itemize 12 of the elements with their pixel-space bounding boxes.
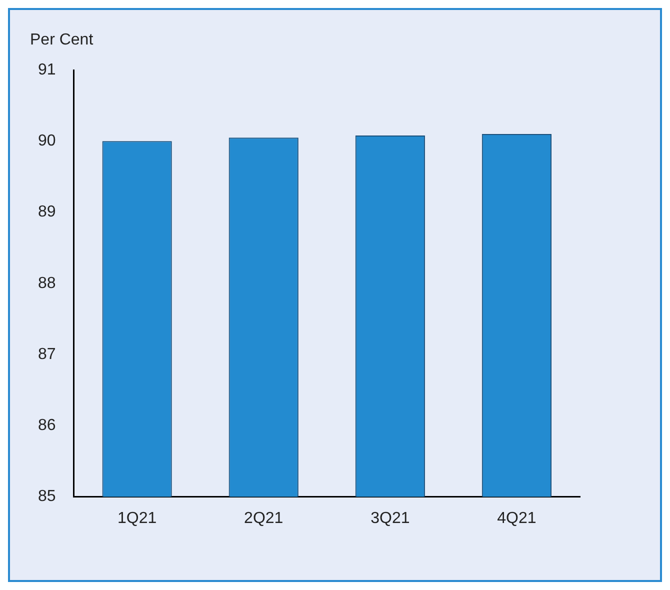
x-tick-label: 1Q21	[118, 510, 157, 527]
y-tick-label: 91	[38, 61, 56, 78]
x-tick-label: 2Q21	[244, 510, 284, 527]
x-tick-label: 4Q21	[497, 510, 536, 527]
y-axis-title: Per Cent	[30, 31, 94, 48]
x-tick-label: 3Q21	[370, 510, 410, 527]
y-tick-label: 90	[38, 132, 56, 150]
y-tick-label: 86	[38, 417, 56, 434]
y-tick-label: 88	[38, 274, 56, 292]
y-tick-label: 87	[38, 346, 56, 363]
y-tick-label: 85	[38, 488, 56, 506]
y-tick-label: 89	[38, 204, 56, 221]
